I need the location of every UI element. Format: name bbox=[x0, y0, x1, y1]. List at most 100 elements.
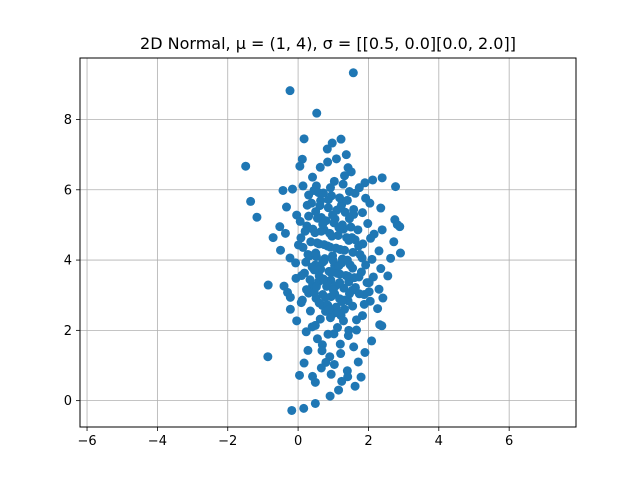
data-point bbox=[350, 381, 360, 391]
data-point bbox=[322, 144, 332, 154]
axes-frame bbox=[79, 57, 577, 428]
data-point bbox=[338, 179, 348, 189]
data-point bbox=[335, 193, 345, 203]
data-point bbox=[241, 161, 251, 171]
data-point bbox=[351, 315, 361, 325]
data-point bbox=[395, 222, 405, 232]
y-tick-label: 6 bbox=[64, 183, 72, 198]
data-point bbox=[374, 284, 384, 294]
data-point bbox=[368, 272, 378, 282]
data-point bbox=[329, 329, 339, 339]
data-point bbox=[326, 268, 336, 278]
data-point bbox=[314, 298, 324, 308]
data-point bbox=[319, 240, 329, 250]
data-point bbox=[310, 377, 320, 387]
data-point bbox=[337, 376, 347, 386]
x-tick-label: −2 bbox=[218, 434, 237, 449]
data-point bbox=[318, 274, 328, 284]
data-point bbox=[298, 181, 308, 191]
data-point bbox=[295, 161, 305, 171]
data-point bbox=[342, 195, 352, 205]
y-tick-label: 0 bbox=[64, 394, 72, 409]
data-point bbox=[329, 359, 339, 369]
x-tick-label: 6 bbox=[505, 434, 513, 449]
data-point bbox=[356, 267, 366, 277]
data-point bbox=[292, 316, 302, 326]
data-point bbox=[297, 295, 307, 305]
data-point bbox=[276, 245, 286, 255]
data-point bbox=[327, 231, 337, 241]
data-point bbox=[326, 369, 336, 379]
data-point bbox=[353, 357, 363, 367]
data-point bbox=[328, 285, 338, 295]
data-point bbox=[317, 346, 327, 356]
data-point bbox=[348, 247, 358, 257]
data-point bbox=[344, 325, 354, 335]
data-point bbox=[285, 304, 295, 314]
data-point bbox=[344, 235, 354, 245]
data-point bbox=[299, 403, 309, 413]
data-point bbox=[307, 322, 317, 332]
data-point bbox=[358, 239, 368, 249]
data-point bbox=[325, 391, 335, 401]
data-point bbox=[302, 285, 312, 295]
data-point bbox=[336, 202, 346, 212]
data-point bbox=[344, 289, 354, 299]
data-point bbox=[377, 321, 387, 331]
data-point bbox=[303, 345, 313, 355]
data-point bbox=[389, 237, 399, 247]
data-point bbox=[305, 306, 315, 316]
data-point bbox=[287, 184, 297, 194]
y-tick-label: 2 bbox=[64, 324, 72, 339]
data-point bbox=[325, 313, 335, 323]
data-point bbox=[297, 154, 307, 164]
data-point bbox=[291, 258, 301, 268]
data-point bbox=[280, 228, 290, 238]
data-point bbox=[377, 173, 387, 183]
data-point bbox=[376, 203, 386, 213]
data-point bbox=[308, 172, 318, 182]
data-point bbox=[346, 222, 356, 232]
data-point bbox=[306, 237, 316, 247]
data-point bbox=[335, 339, 345, 349]
data-point bbox=[364, 287, 374, 297]
y-tick-label: 8 bbox=[64, 113, 72, 128]
data-point bbox=[328, 251, 338, 261]
data-point bbox=[366, 233, 376, 243]
data-point bbox=[351, 325, 361, 335]
data-point bbox=[299, 134, 309, 144]
data-point bbox=[357, 208, 367, 218]
data-point bbox=[311, 282, 321, 292]
data-point bbox=[353, 225, 363, 235]
data-point bbox=[297, 271, 307, 281]
axis-ticks: −6 −4 −2 0 2 4 6 0 2 4 6 8 bbox=[64, 113, 514, 449]
x-tick-label: −4 bbox=[148, 434, 167, 449]
data-point bbox=[360, 347, 370, 357]
data-point bbox=[311, 207, 321, 217]
data-point bbox=[246, 196, 256, 206]
data-point bbox=[327, 138, 337, 148]
data-point bbox=[263, 280, 273, 290]
data-point bbox=[318, 257, 328, 267]
data-point bbox=[296, 233, 306, 243]
data-point bbox=[334, 223, 344, 233]
data-point bbox=[336, 134, 346, 144]
data-point bbox=[378, 293, 388, 303]
data-point bbox=[299, 358, 309, 368]
data-point bbox=[305, 275, 315, 285]
data-point bbox=[365, 198, 375, 208]
data-point bbox=[361, 260, 371, 270]
data-point bbox=[376, 264, 386, 274]
data-point bbox=[328, 210, 338, 220]
data-point bbox=[363, 219, 373, 229]
data-point bbox=[334, 385, 344, 395]
data-point bbox=[301, 257, 311, 267]
data-point bbox=[316, 363, 326, 373]
data-point bbox=[348, 68, 358, 78]
data-point bbox=[285, 86, 295, 96]
data-point bbox=[275, 222, 285, 232]
data-point bbox=[315, 162, 325, 172]
data-point bbox=[303, 249, 313, 259]
data-point bbox=[309, 265, 319, 275]
data-point bbox=[325, 183, 335, 193]
